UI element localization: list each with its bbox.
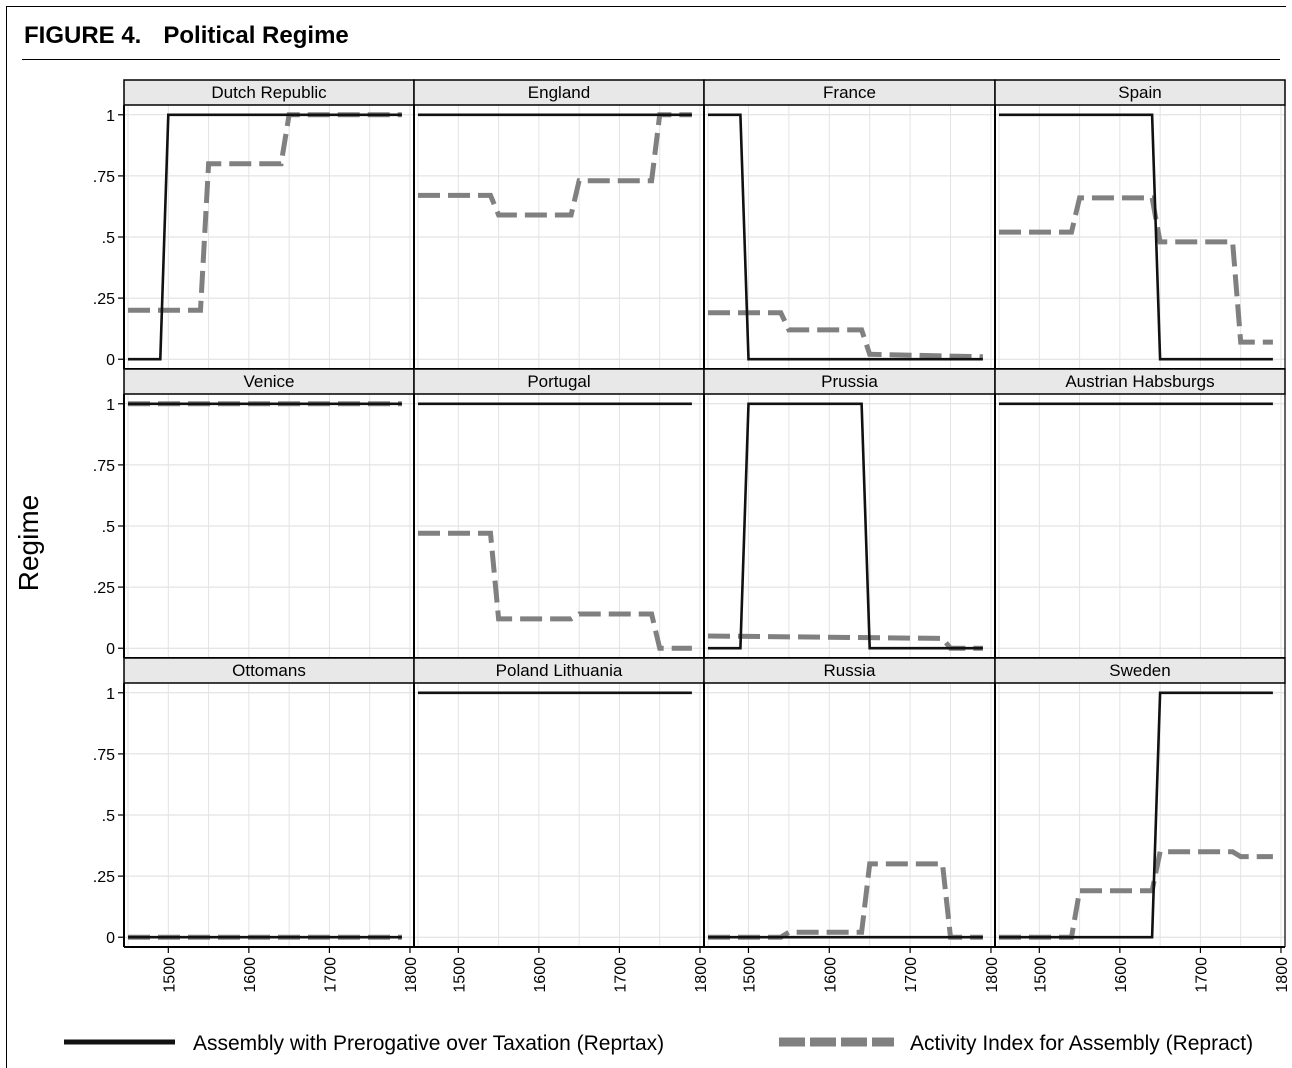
panel-strip [994, 368, 1286, 395]
panel-venice: Venice 0 .25 .5 .75 1 [93, 368, 415, 659]
x-tick-label: 1500 [1032, 957, 1049, 993]
panel-title: England [528, 83, 590, 102]
panel-title: Dutch Republic [211, 83, 327, 102]
x-tick-label: 1700 [903, 957, 920, 993]
panel-poland-lithuania: Poland Lithuania 1500 1600 1700 1800 [413, 657, 710, 993]
panel-strip [994, 657, 1286, 684]
panel-prussia: Prussia [703, 368, 996, 659]
y-tick-label: .75 [93, 458, 115, 475]
series-reprtax-line [128, 113, 402, 361]
x-tick-label: 1700 [1193, 957, 1210, 993]
panel-strip [123, 368, 415, 395]
panel-title: Poland Lithuania [496, 661, 623, 680]
y-tick-label: .75 [93, 747, 115, 764]
x-tick-label: 1500 [451, 957, 468, 993]
legend-repract-label: Activity Index for Assembly (Repract) [910, 1032, 1253, 1055]
panel-strip [703, 657, 996, 684]
x-tick-label: 1600 [242, 957, 259, 993]
panel-title: France [823, 83, 876, 102]
series-repract-line [708, 310, 983, 360]
series-reprtax-line [708, 113, 983, 361]
panel-title: Portugal [527, 372, 590, 391]
panel-russia: Russia 1500 1600 1700 1800 [703, 657, 1001, 993]
series-repract-line [708, 861, 983, 940]
panel-france: France [703, 79, 996, 370]
panel-austrian-habsburgs: Austrian Habsburgs [994, 368, 1286, 659]
x-tick-label: 1800 [693, 957, 710, 993]
panel-strip [703, 79, 996, 106]
panel-title: Venice [243, 372, 294, 391]
panel-title: Prussia [821, 372, 878, 391]
y-tick-label: .75 [93, 169, 115, 186]
series-repract-line [999, 849, 1273, 940]
x-tick-label: 1800 [1274, 957, 1291, 993]
x-tick-label: 1700 [322, 957, 339, 993]
series-reprtax-line [708, 402, 983, 650]
series-repract-line [707, 633, 983, 651]
y-tick-label: 1 [106, 397, 115, 414]
x-tick-label: 1800 [984, 957, 1001, 993]
series-repract-line [999, 195, 1273, 345]
series-reprtax-line [999, 691, 1273, 939]
y-tick-label: .5 [102, 808, 115, 825]
panel-strip [413, 657, 705, 684]
panel-title: Sweden [1109, 661, 1170, 680]
x-tick-label: 1600 [532, 957, 549, 993]
panel-title: Spain [1118, 83, 1161, 102]
legend: Assembly with Prerogative over Taxation … [64, 1032, 1253, 1055]
x-tick-label: 1600 [822, 957, 839, 993]
panel-title: Russia [824, 661, 877, 680]
legend-reprtax-label: Assembly with Prerogative over Taxation … [193, 1032, 664, 1055]
series-repract-line [128, 112, 402, 313]
panel-england: England [413, 79, 705, 370]
figure-number: FIGURE 4. [24, 22, 142, 49]
series-repract-line [418, 530, 692, 651]
y-tick-label: 0 [106, 641, 115, 658]
panel-title: Ottomans [232, 661, 306, 680]
series-repract-line [418, 112, 692, 218]
panel-strip [994, 79, 1286, 106]
y-tick-label: 0 [106, 352, 115, 369]
figure-title-text: Political Regime [163, 22, 349, 49]
panel-portugal: Portugal [413, 368, 705, 659]
y-tick-label: .5 [102, 230, 115, 247]
panel-strip [413, 79, 705, 106]
series-reprtax-line [999, 113, 1273, 361]
figure-title: FIGURE 4. Political Regime [24, 22, 349, 50]
title-rule [22, 59, 1280, 60]
panel-dutch-republic: Dutch Republic 0 .25 .5 .75 1 [93, 79, 415, 370]
x-tick-label: 1500 [741, 957, 758, 993]
y-tick-label: .5 [102, 519, 115, 536]
x-tick-label: 1700 [612, 957, 629, 993]
y-tick-label: 1 [106, 686, 115, 703]
y-tick-label: .25 [93, 869, 115, 886]
panel-title: Austrian Habsburgs [1065, 372, 1214, 391]
panel-sweden: Sweden 1500 1600 1700 1800 [994, 657, 1291, 993]
x-tick-label: 1500 [161, 957, 178, 993]
x-tick-label: 1600 [1113, 957, 1130, 993]
y-tick-label: .25 [93, 580, 115, 597]
figure-frame [6, 6, 1286, 1068]
panel-ottomans: Ottomans 0 .25 .5 .75 1 1500 1600 1700 1800 [93, 657, 420, 993]
y-axis-title: Regime [13, 495, 44, 591]
panel-strip [123, 657, 415, 684]
y-tick-label: 0 [106, 930, 115, 947]
y-tick-label: .25 [93, 291, 115, 308]
panel-strip [123, 79, 415, 106]
panel-spain: Spain [994, 79, 1286, 370]
x-tick-label: 1800 [403, 957, 420, 993]
y-tick-label: 1 [106, 108, 115, 125]
